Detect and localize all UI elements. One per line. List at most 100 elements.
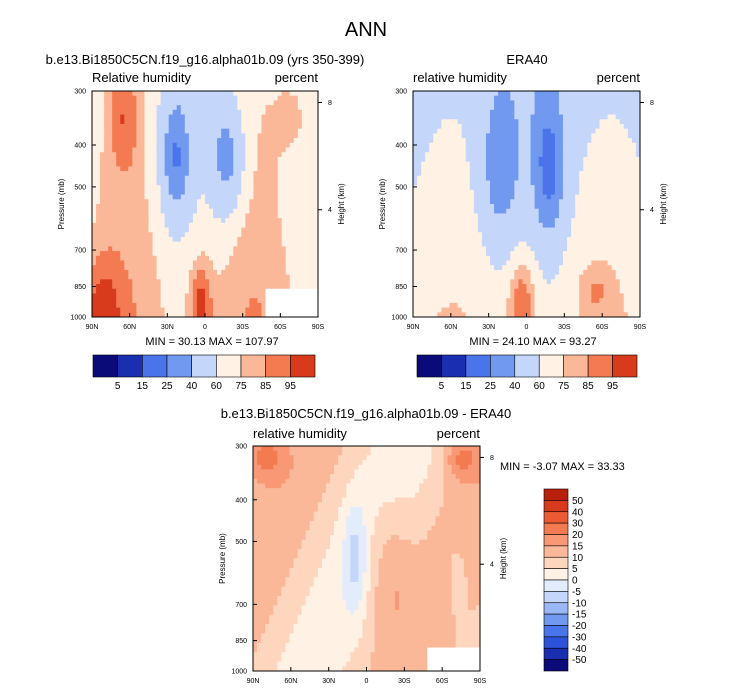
field-cell	[546, 246, 552, 252]
field-cell	[128, 265, 133, 271]
field-cell	[425, 95, 430, 101]
field-cell	[229, 241, 234, 247]
field-cell	[498, 138, 503, 144]
field-cell	[433, 227, 438, 233]
field-cell	[100, 227, 105, 233]
field-cell	[421, 119, 426, 125]
field-cell	[554, 161, 560, 167]
field-cell	[144, 288, 149, 294]
field-cell	[607, 133, 613, 139]
field-cell	[164, 218, 170, 224]
field-cell	[249, 222, 254, 228]
field-cell	[631, 142, 637, 148]
field-cell	[128, 288, 133, 294]
field-cell	[100, 218, 105, 224]
field-cell	[502, 265, 507, 271]
field-cell	[124, 293, 129, 299]
field-cell	[413, 194, 418, 200]
field-cell	[221, 185, 226, 191]
field-cell	[591, 95, 596, 101]
field-cell	[631, 185, 637, 191]
field-cell	[615, 246, 621, 252]
field-cell	[522, 142, 527, 148]
field-cell	[575, 109, 580, 115]
field-cell	[104, 218, 109, 224]
field-cell	[152, 166, 157, 172]
field-cell	[112, 260, 117, 266]
field-cell	[221, 194, 226, 200]
field-cell	[599, 246, 604, 252]
field-cell	[289, 204, 295, 210]
field-cell	[449, 236, 454, 243]
field-cell	[160, 199, 166, 205]
field-cell	[579, 166, 584, 172]
field-cell	[579, 208, 584, 214]
field-cell	[289, 109, 295, 115]
field-cell	[213, 288, 218, 294]
field-cell	[506, 194, 511, 200]
field-cell	[595, 213, 600, 219]
field-cell	[184, 171, 190, 177]
field-cell	[180, 119, 186, 125]
field-cell	[518, 232, 523, 238]
field-cell	[485, 180, 491, 186]
field-cell	[522, 218, 527, 224]
field-cell	[619, 138, 625, 144]
field-cell	[277, 142, 283, 148]
field-cell	[168, 222, 174, 228]
field-cell	[92, 194, 97, 200]
field-cell	[417, 147, 422, 153]
field-cell	[172, 260, 178, 266]
field-cell	[184, 161, 190, 167]
field-cell	[229, 213, 234, 219]
field-cell	[313, 133, 319, 139]
field-cell	[534, 180, 540, 186]
field-cell	[168, 236, 174, 243]
field-cell	[180, 307, 186, 313]
field-cell	[277, 288, 283, 294]
field-cell	[96, 185, 101, 191]
field-cell	[473, 128, 479, 134]
field-cell	[196, 185, 202, 191]
field-cell	[473, 142, 479, 148]
field-cell	[477, 156, 483, 163]
field-cell	[100, 114, 105, 120]
field-cell	[92, 128, 97, 134]
field-cell	[526, 246, 531, 252]
field-cell	[205, 232, 210, 238]
field-cell	[417, 123, 422, 130]
field-cell	[425, 236, 430, 243]
field-cell	[221, 109, 226, 115]
field-cell	[192, 95, 198, 101]
field-cell	[104, 138, 109, 144]
field-cell	[245, 284, 250, 290]
field-cell	[558, 236, 564, 243]
field-cell	[104, 208, 109, 214]
field-cell	[481, 114, 487, 120]
field-cell	[309, 180, 315, 186]
field-cell	[558, 265, 564, 271]
field-cell	[233, 269, 238, 276]
field-cell	[281, 194, 287, 200]
field-cell	[257, 246, 262, 252]
field-cell	[623, 222, 629, 228]
figure-title: ANN	[345, 19, 387, 41]
field-cell	[168, 307, 174, 313]
field-cell	[485, 269, 491, 276]
field-cell	[120, 199, 125, 205]
field-cell	[241, 298, 246, 304]
field-cell	[160, 171, 166, 177]
field-cell	[289, 100, 295, 106]
field-cell	[269, 180, 275, 186]
field-cell	[297, 246, 303, 252]
field-cell	[514, 161, 519, 167]
field-cell	[132, 302, 137, 308]
field-cell	[221, 175, 226, 181]
field-cell	[490, 269, 495, 276]
field-cell	[112, 213, 117, 219]
field-cell	[627, 213, 633, 219]
field-cell	[425, 161, 430, 167]
field-cell	[615, 128, 621, 134]
field-cell	[469, 236, 475, 243]
